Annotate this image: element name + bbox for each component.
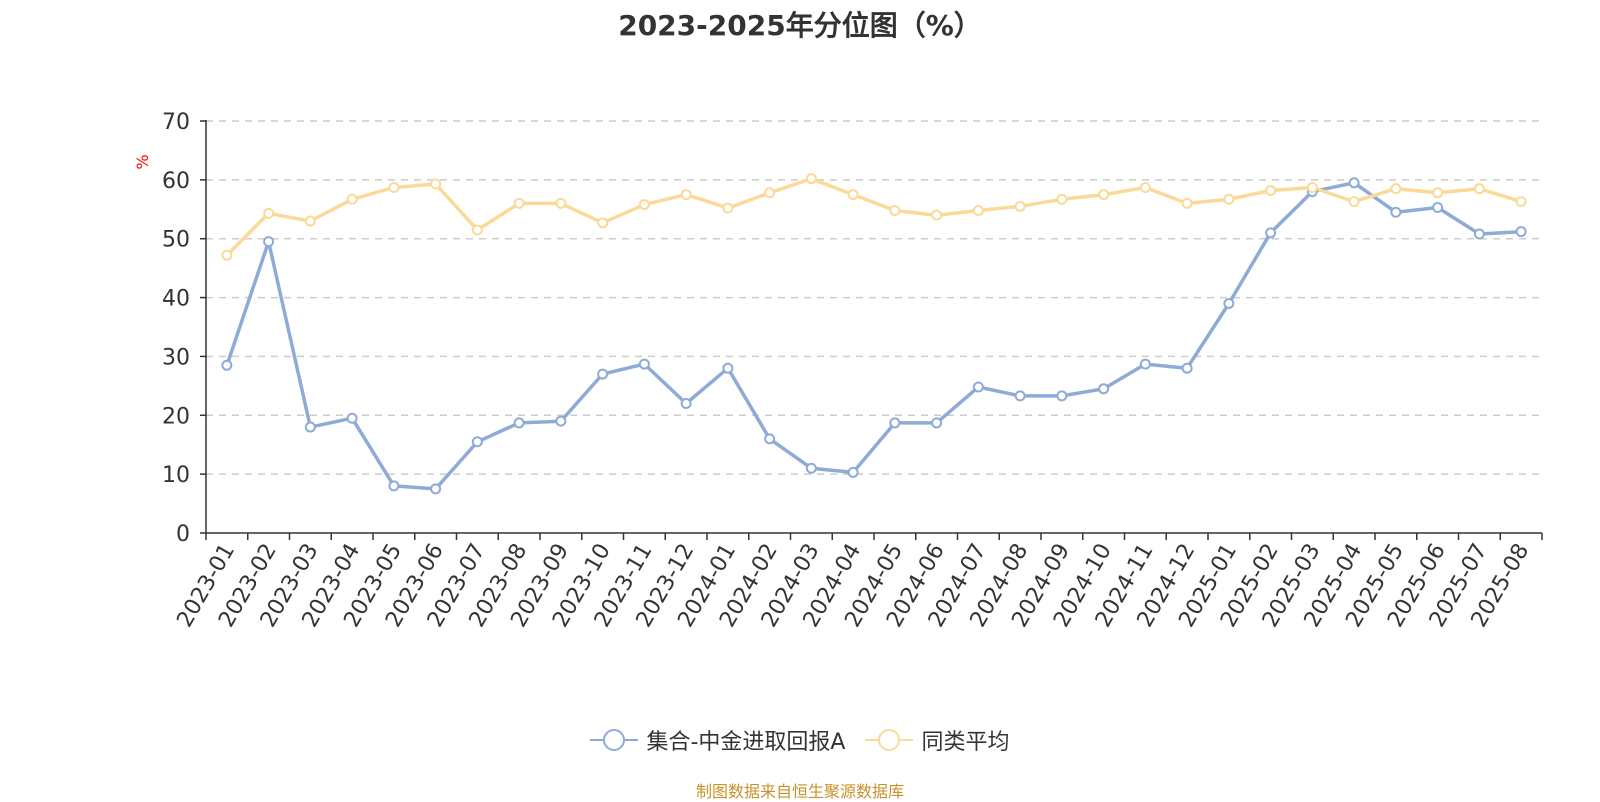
series-2-point [680, 189, 692, 201]
series-2-point [972, 204, 984, 216]
legend-label-series-2: 同类平均 [921, 730, 1010, 755]
series-1-point [1265, 227, 1277, 239]
series-1-point [1223, 297, 1235, 309]
series-1-point [346, 412, 358, 424]
y-tick-label: 60 [162, 169, 190, 194]
series-1-point [638, 358, 650, 370]
legend-item-series-1[interactable]: 集合-中金进取回报A [590, 724, 845, 756]
series-1-point [597, 368, 609, 380]
series-2-point [1223, 193, 1235, 205]
series-2-point [221, 249, 233, 261]
y-tick-label: 70 [162, 110, 190, 135]
series-1-point [1432, 202, 1444, 214]
series-2-point [805, 173, 817, 185]
series-1-point [1390, 206, 1402, 218]
series-2-point [1348, 196, 1360, 208]
series-1-point [221, 359, 233, 371]
series-2-point [555, 197, 567, 209]
series-2-point [1181, 197, 1193, 209]
series-1-point [1515, 226, 1527, 238]
y-tick-label: 30 [162, 345, 190, 370]
series-1-point [555, 415, 567, 427]
series-1-point [1473, 228, 1485, 240]
series-1-point [1014, 390, 1026, 402]
y-tick-label: 50 [162, 228, 190, 253]
series-1-point [1056, 390, 1068, 402]
series-1-point [1348, 177, 1360, 189]
series-1-point [513, 417, 525, 429]
series-1-point [471, 436, 483, 448]
series-2-point [1390, 183, 1402, 195]
series-1-point [1181, 362, 1193, 374]
series-2-point [471, 224, 483, 236]
legend: 集合-中金进取回报A 同类平均 [0, 722, 1600, 758]
series-2-point [388, 182, 400, 194]
series-2-point [1014, 200, 1026, 212]
series-2-point [1056, 193, 1068, 205]
series-1-point [1139, 358, 1151, 370]
series-2-point [722, 202, 734, 214]
series-2-point [1265, 184, 1277, 196]
series-2-point [513, 197, 525, 209]
series-2-point [1432, 187, 1444, 199]
legend-marker-series-2 [865, 729, 914, 751]
y-tick-label: 10 [162, 463, 190, 488]
series-1-point [931, 417, 943, 429]
series-1-point [680, 398, 692, 410]
series-1-point [847, 466, 859, 478]
series-2-point [1473, 183, 1485, 195]
series-2-point [597, 217, 609, 229]
legend-marker-series-1 [590, 729, 639, 751]
data-source-note: 制图数据来自恒生聚源数据库 [695, 782, 904, 801]
y-tick-label: 40 [162, 287, 190, 312]
series-2-point [931, 209, 943, 221]
legend-label-series-1: 集合-中金进取回报A [646, 730, 846, 755]
series-1-point [430, 483, 442, 495]
y-axis-label: % [133, 154, 152, 169]
series-2-point [1515, 196, 1527, 208]
series-2-point [638, 199, 650, 211]
series-2-point [430, 178, 442, 190]
series-2-point [346, 193, 358, 205]
series-1-point [388, 480, 400, 492]
series-1-point [1098, 383, 1110, 395]
series-2-point [1098, 189, 1110, 201]
series-1-point [889, 417, 901, 429]
series-2-point [263, 207, 275, 219]
series-2-point [764, 187, 776, 199]
series-1-point [805, 462, 817, 474]
series-2-point [1306, 182, 1318, 194]
chart-title: 2023-2025年分位图（%） [618, 9, 982, 42]
series-1-point [263, 236, 275, 248]
series-line-2 [225, 176, 1522, 257]
series-1-point [722, 362, 734, 374]
series-1-point [304, 421, 316, 433]
y-tick-label: 20 [162, 404, 190, 429]
series-line-1 [225, 181, 1522, 491]
series-2-point [847, 189, 859, 201]
series-2-point [304, 215, 316, 227]
y-tick-label: 0 [176, 522, 190, 547]
series-2-point [1139, 182, 1151, 194]
series-1-point [972, 381, 984, 393]
series-2-point [889, 204, 901, 216]
legend-item-series-2[interactable]: 同类平均 [865, 724, 1010, 756]
series-1-point [764, 433, 776, 445]
